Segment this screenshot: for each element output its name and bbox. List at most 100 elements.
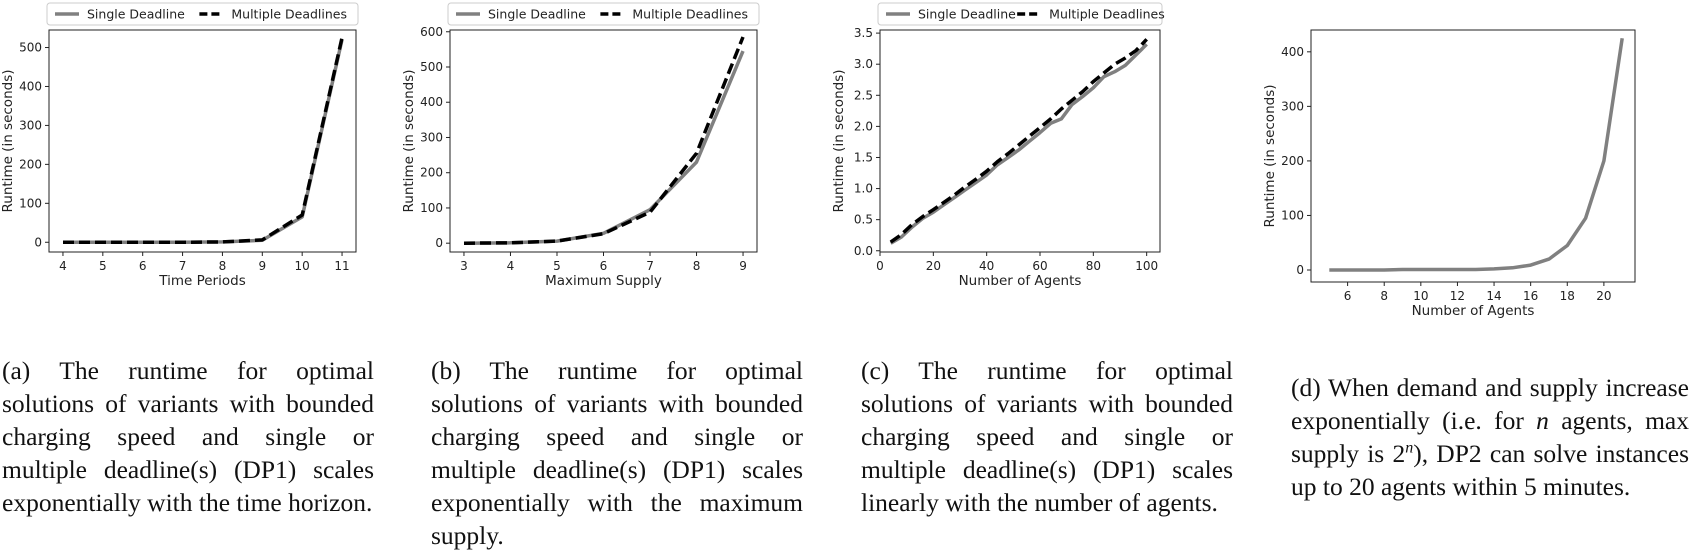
x-axis-title: Number of Agents — [959, 273, 1082, 289]
caption-a: (a) The runtime for optimal solutions of… — [2, 354, 374, 519]
x-tick-label: 0 — [876, 259, 884, 273]
y-tick-label: 1.5 — [854, 150, 873, 164]
caption-d-power: 2n — [1392, 439, 1413, 468]
legend-label-single-deadline: Single Deadline — [87, 7, 185, 22]
x-tick-label: 8 — [1380, 289, 1388, 303]
x-axis-title: Number of Agents — [1412, 303, 1535, 319]
x-axis-title: Maximum Supply — [545, 273, 662, 289]
caption-d-power-base: 2 — [1392, 439, 1406, 468]
legend-label-multiple-deadlines: Multiple Deadlines — [231, 7, 347, 22]
y-axis-title: Runtime (in seconds) — [401, 70, 417, 213]
x-tick-label: 18 — [1560, 289, 1575, 303]
chart-a-svg: 4 5 6 7 8 9 10 11 0 100 200 300 400 500 Time Periods Ru… — [0, 2, 359, 289]
series-line-multiple-deadlines — [889, 38, 1148, 244]
x-axis-title: Time Periods — [158, 273, 245, 289]
y-axis-title: Runtime (in seconds) — [1262, 85, 1278, 228]
x-tick-label: 40 — [979, 259, 994, 273]
caption-d-label: (d) — [1291, 373, 1321, 402]
caption-d-var-n: n — [1536, 406, 1549, 435]
x-tick-label: 6 — [600, 259, 608, 273]
chart-panel-c: 0 20 40 60 80 100 0.0 0.5 1.0 1.5 2.0 2.5 3.0 3.5 Numb… — [831, 0, 1280, 300]
caption-a-label: (a) — [2, 356, 31, 385]
y-tick-label: 1.0 — [854, 182, 873, 196]
legend-label-multiple-deadlines: Multiple Deadlines — [632, 7, 748, 22]
legend-label-single-deadline: Single Deadline — [918, 7, 1016, 22]
caption-d-power-exp: n — [1405, 439, 1414, 457]
caption-b-text: The runtime for optimal solutions of var… — [431, 356, 803, 550]
series-line-multiple-deadlines — [63, 37, 344, 245]
caption-d: (d) When demand and supply increase expo… — [1291, 371, 1689, 503]
y-tick-label: 3.0 — [854, 57, 873, 71]
series-line-single-deadline — [1329, 37, 1624, 272]
y-tick-label: 0.0 — [854, 244, 873, 258]
y-tick-label: 0.5 — [854, 213, 873, 227]
caption-d-text-after: ), DP2 can solve instances up to 20 agen… — [1291, 439, 1689, 501]
series-line-single-deadline — [463, 50, 745, 245]
x-tick-label: 4 — [59, 259, 67, 273]
x-tick-label: 9 — [739, 259, 747, 273]
x-tick-label: 4 — [507, 259, 515, 273]
y-tick-label: 300 — [19, 118, 42, 132]
y-tick-label: 100 — [19, 196, 42, 210]
caption-b-label: (b) — [431, 356, 461, 385]
caption-b: (b) The runtime for optimal solutions of… — [431, 354, 803, 552]
caption-c-text: The runtime for optimal solutions of var… — [861, 356, 1233, 517]
series-line-single-deadline — [889, 43, 1148, 245]
y-tick-label: 400 — [19, 79, 42, 93]
x-tick-label: 8 — [219, 259, 227, 273]
y-tick-label: 2.0 — [854, 119, 873, 133]
x-tick-label: 11 — [334, 259, 349, 273]
y-tick-label: 400 — [420, 95, 443, 109]
y-tick-label: 0 — [435, 236, 443, 250]
x-tick-label: 20 — [1596, 289, 1611, 303]
y-tick-label: 0 — [1296, 263, 1304, 277]
x-tick-label: 6 — [1344, 289, 1352, 303]
y-tick-label: 0 — [34, 235, 42, 249]
y-axis-title: Runtime (in seconds) — [0, 70, 16, 213]
x-tick-label: 6 — [139, 259, 147, 273]
caption-d-text-before: When demand and supply increase exponent… — [1291, 373, 1689, 435]
legend-label-multiple-deadlines: Multiple Deadlines — [1049, 7, 1165, 22]
y-tick-label: 600 — [420, 25, 443, 39]
x-tick-label: 10 — [295, 259, 310, 273]
series-line-multiple-deadlines — [463, 36, 745, 245]
chart-panel-d: 6 8 10 12 14 16 18 20 0 100 200 300 400 Number of Age… — [1262, 0, 1694, 319]
x-tick-label: 80 — [1086, 259, 1101, 273]
chart-c-svg: 0 20 40 60 80 100 0.0 0.5 1.0 1.5 2.0 2.5 3.0 3.5 Numb… — [831, 2, 1165, 289]
y-tick-label: 300 — [420, 130, 443, 144]
caption-c-label: (c) — [861, 356, 890, 385]
plot-frame — [1310, 29, 1636, 283]
chart-panel-a: 4 5 6 7 8 9 10 11 0 100 200 300 400 500 Time Periods Ru… — [0, 0, 420, 300]
caption-c: (c) The runtime for optimal solutions of… — [861, 354, 1233, 519]
x-tick-label: 20 — [926, 259, 941, 273]
plot-frame — [449, 29, 758, 253]
y-tick-label: 100 — [1281, 208, 1304, 222]
x-tick-label: 100 — [1135, 259, 1158, 273]
legend-label-single-deadline: Single Deadline — [488, 7, 586, 22]
y-tick-label: 200 — [420, 166, 443, 180]
x-tick-label: 3 — [460, 259, 468, 273]
y-tick-label: 500 — [420, 60, 443, 74]
plot-frame — [879, 29, 1161, 253]
x-tick-label: 9 — [258, 259, 266, 273]
y-tick-label: 200 — [19, 157, 42, 171]
y-tick-label: 500 — [19, 41, 42, 55]
caption-a-text: The runtime for optimal solutions of var… — [2, 356, 374, 517]
plot-frame — [48, 29, 357, 253]
y-tick-label: 400 — [1281, 45, 1304, 59]
y-tick-label: 2.5 — [854, 88, 873, 102]
x-tick-label: 12 — [1450, 289, 1465, 303]
caption-d-text-mid: agents, max supply is — [1291, 406, 1689, 468]
x-tick-label: 7 — [179, 259, 187, 273]
y-axis-title: Runtime (in seconds) — [831, 70, 847, 213]
y-tick-label: 200 — [1281, 154, 1304, 168]
x-tick-label: 8 — [693, 259, 701, 273]
y-tick-label: 3.5 — [854, 26, 873, 40]
y-tick-label: 100 — [420, 201, 443, 215]
x-tick-label: 16 — [1523, 289, 1538, 303]
x-tick-label: 10 — [1413, 289, 1428, 303]
x-tick-label: 7 — [646, 259, 654, 273]
y-tick-label: 300 — [1281, 99, 1304, 113]
chart-panel-b: 3 4 5 6 7 8 9 0 100 200 300 400 500 600 Maximum Supply… — [401, 0, 850, 300]
